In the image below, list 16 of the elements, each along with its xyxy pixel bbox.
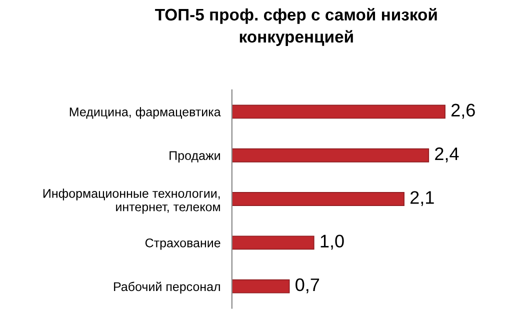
data-label: 2,1 xyxy=(410,191,434,206)
y-tick-label: Рабочий персонал xyxy=(114,282,220,294)
data-label: 2,4 xyxy=(435,147,459,162)
y-tick-label: Продажи xyxy=(170,151,220,162)
y-tick-label: Страхование xyxy=(145,238,220,250)
bar xyxy=(232,192,404,206)
bar xyxy=(232,104,446,119)
y-tick-label: Информационные технологии, интернет, телеком xyxy=(43,188,220,214)
data-label: 0,7 xyxy=(296,278,320,294)
y-tick-label: Медицина, фармацевтика xyxy=(70,107,221,119)
chart-title: ТОП-5 проф. сфер с самой низкой конкуренцией xyxy=(155,8,437,46)
bar xyxy=(232,148,430,162)
data-label: 2,6 xyxy=(452,104,475,119)
data-label: 1,0 xyxy=(320,234,344,250)
bar xyxy=(232,236,314,250)
bar xyxy=(232,279,290,294)
